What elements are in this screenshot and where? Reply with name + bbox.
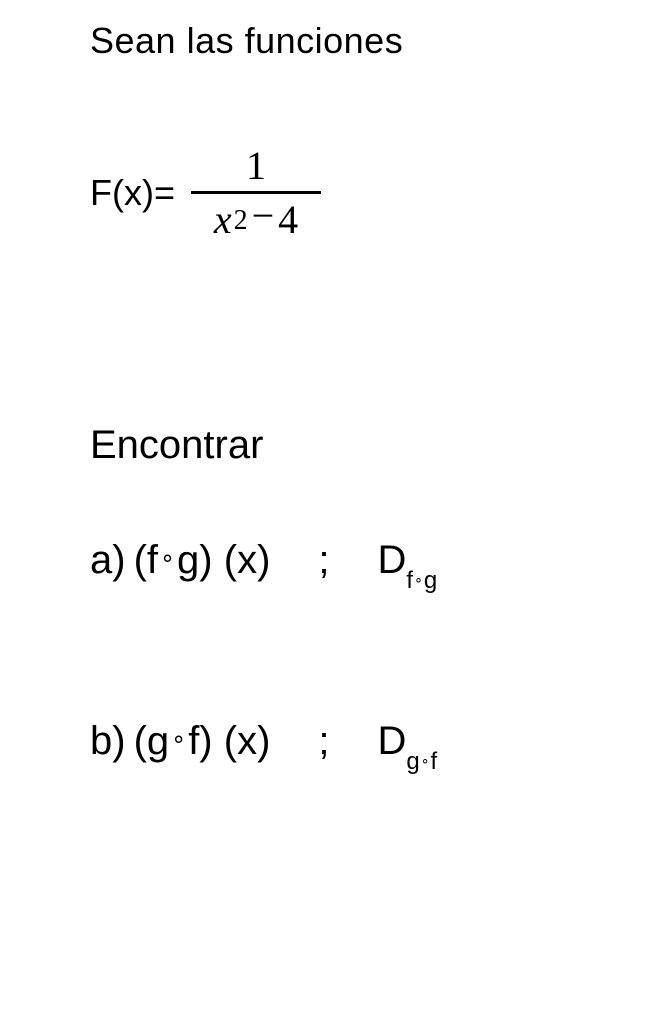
close-paren: f)	[188, 719, 212, 763]
compose-symbol: ∘	[171, 726, 186, 753]
close-paren: g)	[177, 538, 213, 582]
semicolon: ;	[318, 719, 329, 764]
intro-text: Sean las funciones	[90, 20, 607, 62]
subscript-fog: f∘g	[406, 567, 437, 594]
open-paren: (f	[134, 538, 158, 582]
question-a-label: a)	[90, 538, 126, 583]
exponent: 2	[234, 205, 248, 237]
constant: 4	[278, 196, 298, 243]
find-label: Encontrar	[90, 423, 607, 468]
question-a: a) (f∘g) (x) ; Df∘g	[90, 538, 607, 589]
open-paren: (g	[134, 719, 170, 763]
composition-b: (g∘f) (x)	[134, 719, 271, 764]
arg-x: (x)	[224, 538, 271, 582]
denominator: x2−4	[206, 194, 306, 243]
subscript-gof: g∘f	[406, 748, 437, 775]
arg-x: (x)	[224, 719, 271, 763]
question-b-label: b)	[90, 719, 126, 764]
domain-fog: Df∘g	[378, 538, 438, 589]
question-b: b) (g∘f) (x) ; Dg∘f	[90, 719, 607, 770]
composition-a: (f∘g) (x)	[134, 538, 271, 583]
numerator: 1	[238, 142, 274, 191]
compose-symbol: ∘	[160, 545, 175, 572]
domain-gof: Dg∘f	[378, 719, 438, 770]
domain-D: D	[378, 538, 407, 582]
minus-sign: −	[252, 192, 275, 239]
variable-x: x	[214, 196, 232, 243]
function-definition: F(x)= 1 x2−4	[90, 142, 607, 243]
semicolon: ;	[318, 538, 329, 583]
function-label: F(x)=	[90, 172, 175, 214]
domain-D: D	[378, 719, 407, 763]
fraction: 1 x2−4	[191, 142, 321, 243]
